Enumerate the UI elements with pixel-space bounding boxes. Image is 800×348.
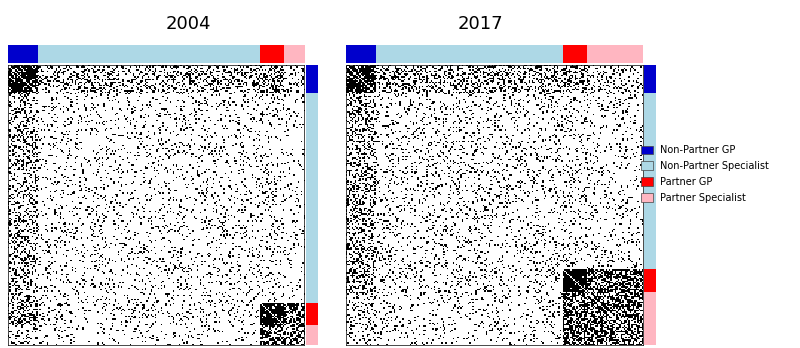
Legend: Non-Partner GP, Non-Partner Specialist, Partner GP, Partner Specialist: Non-Partner GP, Non-Partner Specialist, … [641,145,769,203]
Text: 2017: 2017 [457,15,503,33]
Text: 2004: 2004 [166,15,210,33]
